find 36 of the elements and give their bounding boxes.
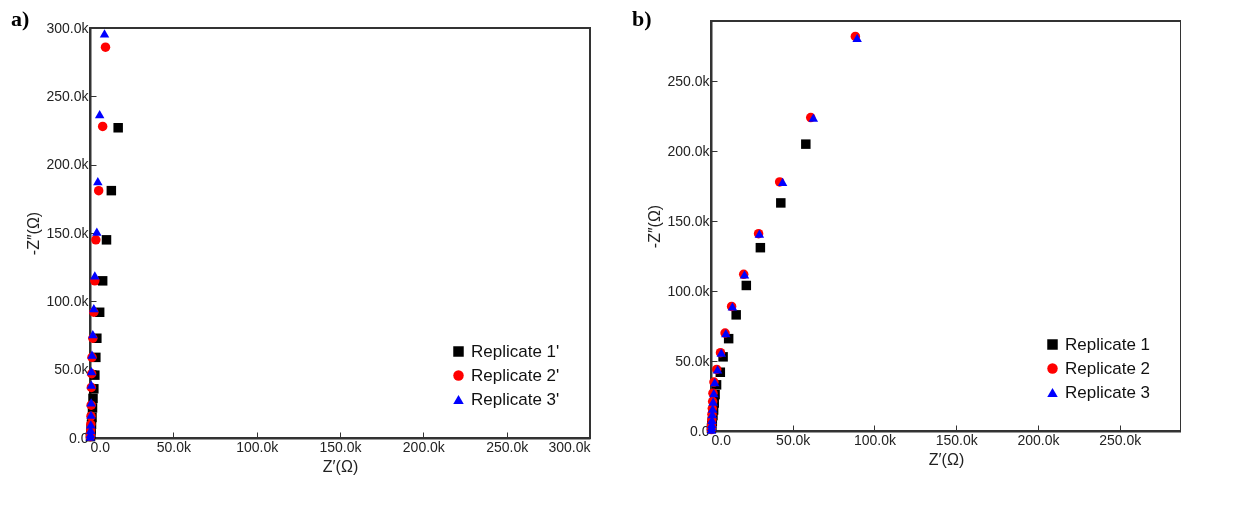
legend-label: Replicate 2': [471, 365, 560, 385]
legend-label: Replicate 2: [1065, 358, 1151, 378]
chart-title: a): [10, 6, 30, 31]
x-tick-label: 50.0k: [156, 438, 192, 455]
y-tick-label: 100.0k: [46, 292, 90, 309]
x-tick-label: 250.0k: [1099, 431, 1143, 448]
chart-title: b): [631, 6, 652, 31]
y-tick-label: 250.0k: [667, 72, 711, 89]
x-tick-label: 200.0k: [1017, 431, 1061, 448]
y-tick-label: 150.0k: [46, 224, 90, 241]
x-tick-label: 100.0k: [236, 438, 280, 455]
legend-label: Replicate 1: [1065, 334, 1151, 354]
y-tick-label: 300.0k: [46, 19, 90, 36]
x-tick-label: 200.0k: [402, 438, 446, 455]
x-tick-label: 150.0k: [935, 431, 979, 448]
legend-label: Replicate 3: [1065, 382, 1151, 402]
x-axis-title: Z′(Ω): [322, 457, 359, 475]
y-axis-title: -Z″(Ω): [646, 204, 664, 249]
y-tick-label: 100.0k: [667, 282, 711, 299]
y-tick-label: 50.0k: [54, 361, 90, 378]
y-tick-label: 150.0k: [667, 212, 711, 229]
x-tick-label: 150.0k: [319, 438, 363, 455]
y-tick-label: 200.0k: [46, 156, 90, 173]
y-tick-label: 250.0k: [46, 87, 90, 104]
x-axis-title: Z′(Ω): [928, 450, 965, 468]
legend-label: Replicate 1': [471, 341, 560, 361]
x-tick-label: 50.0k: [776, 431, 812, 448]
x-tick-label: 300.0k: [548, 438, 592, 455]
x-tick-label: 250.0k: [486, 438, 530, 455]
y-axis-title: -Z″(Ω): [25, 211, 43, 256]
legend-label: Replicate 3': [471, 389, 560, 409]
x-tick-label: 0.0: [711, 431, 732, 448]
y-tick-label: 50.0k: [675, 352, 711, 369]
y-tick-label: 200.0k: [667, 142, 711, 159]
x-tick-label: 100.0k: [853, 431, 897, 448]
x-tick-label: 0.0: [90, 438, 111, 455]
